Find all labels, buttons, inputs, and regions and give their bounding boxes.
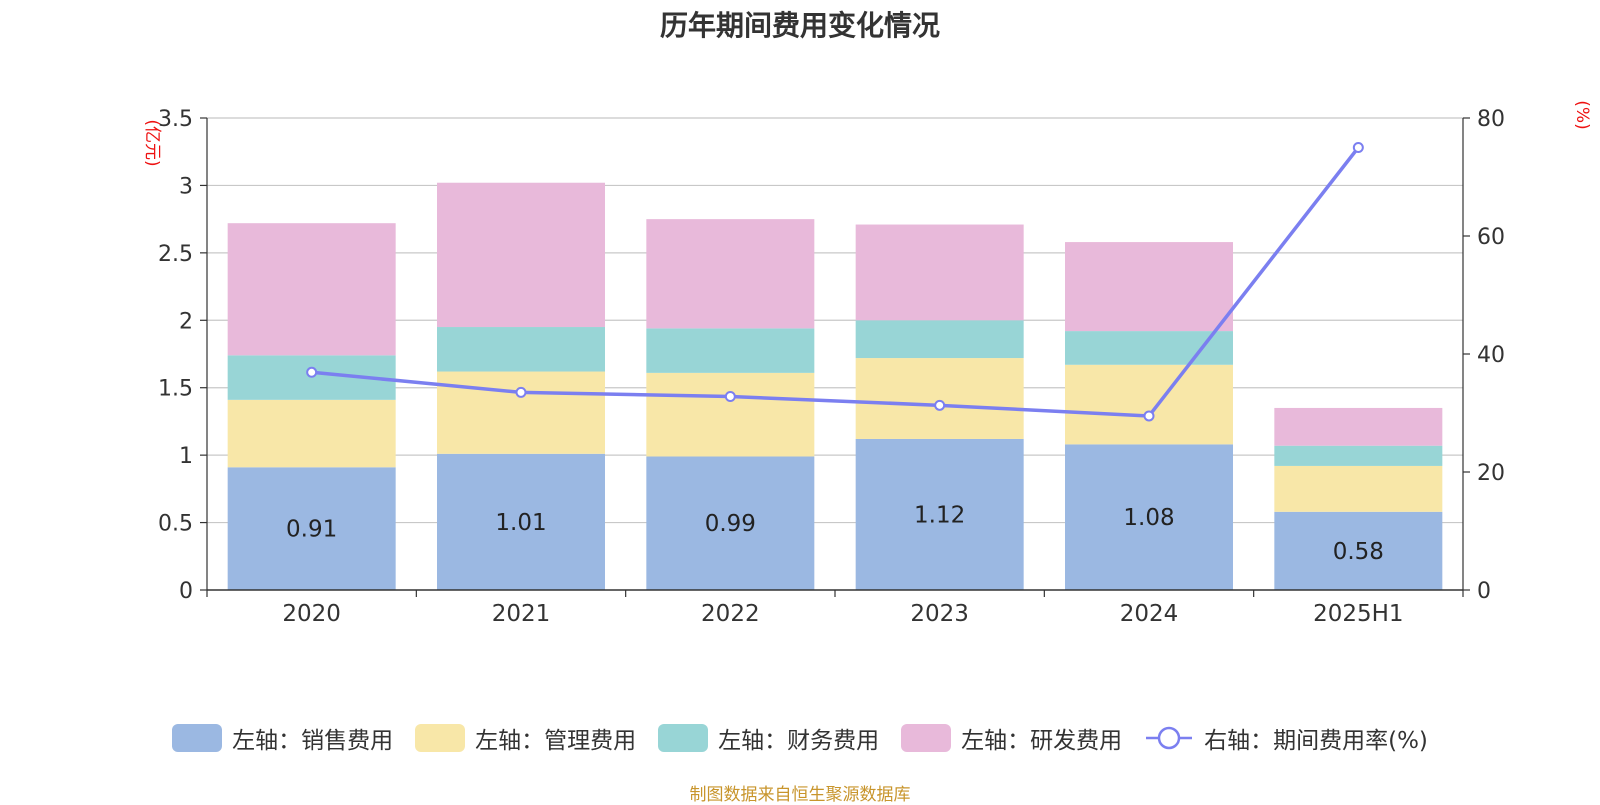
bar-segment bbox=[1065, 331, 1233, 365]
left-axis-tick-label: 2 bbox=[179, 309, 193, 334]
rate-line-point bbox=[1352, 142, 1364, 153]
left-axis-tick-label: 3 bbox=[179, 174, 193, 199]
bar-segment bbox=[646, 219, 815, 329]
legend-item-rate[interactable]: 右轴：期间费用率(%) bbox=[1144, 721, 1428, 755]
bar-data-label: 0.99 bbox=[705, 511, 756, 537]
bar-data-label: 1.01 bbox=[495, 510, 546, 536]
left-axis-tick-label: 1 bbox=[179, 444, 193, 469]
legend-swatch-sales bbox=[172, 724, 223, 752]
x-axis-tick-label: 2020 bbox=[282, 601, 341, 627]
rate-line bbox=[306, 142, 1364, 422]
rate-line-point bbox=[306, 366, 318, 378]
legend-swatch-admin bbox=[415, 724, 466, 752]
bar-data-label: 1.12 bbox=[914, 502, 965, 528]
x-axis-tick-label: 2023 bbox=[910, 601, 969, 627]
bar-segment bbox=[227, 399, 396, 468]
bar-segment bbox=[437, 371, 605, 454]
right-axis-tick-label: 80 bbox=[1477, 107, 1505, 132]
left-axis-tick-label: 3.5 bbox=[158, 107, 193, 132]
bar-data-label: 1.08 bbox=[1123, 505, 1174, 531]
legend-item-sales[interactable]: 左轴：销售费用 bbox=[172, 721, 393, 755]
bar-segment bbox=[855, 358, 1024, 439]
legend: 左轴：销售费用 左轴：管理费用 左轴：财务费用 左轴：研发费用 右轴：期间费用率… bbox=[0, 720, 1600, 756]
bars bbox=[227, 182, 1443, 590]
bar-segment bbox=[646, 456, 815, 590]
left-axis-tick-label: 1.5 bbox=[158, 377, 193, 402]
bar-data-label: 0.91 bbox=[286, 517, 337, 543]
bar-segment bbox=[1065, 364, 1233, 445]
bar-segment bbox=[1274, 407, 1443, 446]
legend-label-admin: 左轴：管理费用 bbox=[475, 728, 637, 754]
x-axis-tick-label: 2022 bbox=[701, 601, 760, 627]
bar-segment bbox=[855, 438, 1024, 590]
bar-segment bbox=[855, 320, 1024, 359]
rate-line-point bbox=[515, 386, 527, 398]
chart-title: 历年期间费用变化情况 bbox=[659, 9, 940, 42]
x-axis-tick-label: 2024 bbox=[1120, 601, 1179, 627]
left-axis-tick-label: 0.5 bbox=[158, 512, 193, 537]
right-axis-tick-label: 20 bbox=[1477, 461, 1505, 486]
bar-segment bbox=[1065, 242, 1233, 332]
bar-segment bbox=[1065, 444, 1233, 590]
right-axis-tick-label: 60 bbox=[1477, 225, 1505, 250]
axes: 0 0.5 1 1.5 2 2.5 3 3.5 0 20 40 60 80 2020 2021 2022 202… bbox=[158, 107, 1505, 627]
bar-segment bbox=[227, 467, 396, 590]
left-axis-tick-label: 0 bbox=[179, 579, 193, 604]
legend-line-marker-icon bbox=[1146, 726, 1193, 750]
bar-segment bbox=[646, 372, 815, 457]
legend-label-sales: 左轴：销售费用 bbox=[232, 728, 394, 754]
data-source-note: 制图数据来自恒生聚源数据库 bbox=[689, 785, 911, 805]
legend-label-rnd: 左轴：研发费用 bbox=[961, 728, 1123, 754]
bar-segment bbox=[227, 223, 396, 356]
bar-segment bbox=[646, 328, 815, 373]
bar-segment bbox=[1274, 511, 1443, 590]
data-labels: 0.91 1.01 0.99 1.12 1.08 0.58 bbox=[286, 502, 1384, 564]
legend-item-finance[interactable]: 左轴：财务费用 bbox=[658, 721, 879, 755]
legend-item-rnd[interactable]: 左轴：研发费用 bbox=[901, 721, 1122, 755]
left-axis-tick-label: 2.5 bbox=[158, 242, 193, 267]
rate-line-point bbox=[934, 399, 946, 411]
bar-segment bbox=[437, 182, 605, 328]
rate-line-path bbox=[311, 146, 1360, 418]
bar-data-label: 0.58 bbox=[1333, 539, 1384, 565]
right-axis-tick-label: 0 bbox=[1477, 579, 1491, 604]
legend-swatch-rnd bbox=[901, 724, 952, 752]
x-axis-tick-label: 2021 bbox=[492, 601, 551, 627]
legend-item-admin[interactable]: 左轴：管理费用 bbox=[415, 721, 636, 755]
bar-segment bbox=[437, 327, 605, 372]
x-axis-tick-label: 2025H1 bbox=[1313, 601, 1403, 627]
right-axis-unit: (%) bbox=[1572, 100, 1592, 129]
right-axis-tick-label: 40 bbox=[1477, 343, 1505, 368]
rate-line-point bbox=[1143, 410, 1155, 422]
legend-label-finance: 左轴：财务费用 bbox=[718, 728, 880, 754]
grid-lines bbox=[207, 117, 1463, 524]
bar-segment bbox=[437, 453, 605, 590]
bar-segment bbox=[1274, 445, 1443, 466]
bar-segment bbox=[855, 224, 1024, 321]
legend-label-rate: 右轴：期间费用率(%) bbox=[1204, 728, 1428, 754]
left-axis-unit: (亿元) bbox=[142, 119, 162, 166]
legend-swatch-finance bbox=[658, 724, 709, 752]
bar-segment bbox=[1274, 465, 1443, 512]
rate-line-point bbox=[724, 390, 736, 402]
